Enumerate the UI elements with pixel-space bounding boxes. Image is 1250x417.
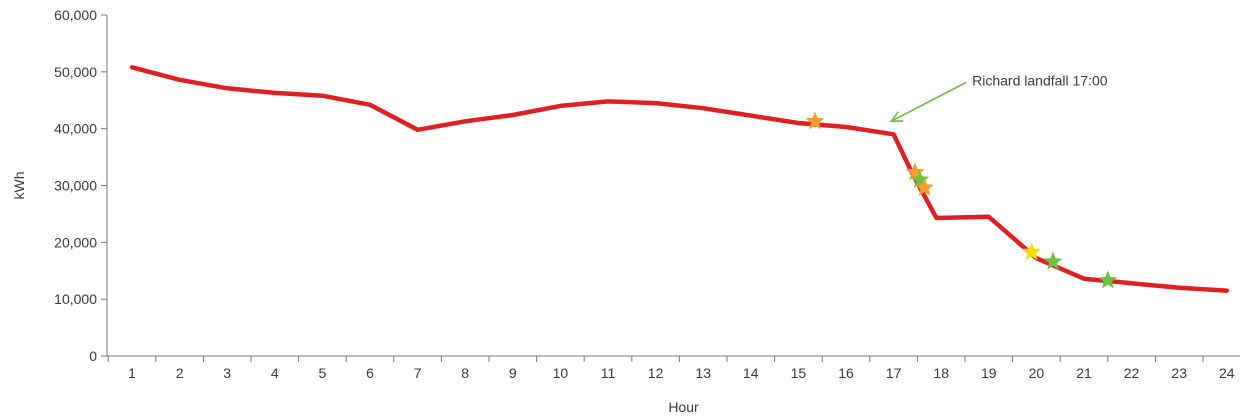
x-tick-label: 10 <box>553 365 569 381</box>
x-tick-label: 2 <box>176 365 184 381</box>
x-axis-ticks: 1 2 3 4 5 6 7 8 9 10 11 12 13 14 15 16 17 18 19 20 21 22 23 24 <box>107 356 1235 381</box>
star-marker <box>1022 242 1042 261</box>
y-axis-title: kWh <box>11 172 27 200</box>
star-marker <box>805 111 825 130</box>
x-tick-label: 13 <box>695 365 711 381</box>
x-axis-title: Hour <box>668 399 699 415</box>
y-tick-label: 0 <box>89 348 97 364</box>
x-tick-label: 1 <box>128 365 136 381</box>
series-line <box>129 65 1230 293</box>
star-marker <box>1043 251 1063 270</box>
x-tick-label: 22 <box>1124 365 1140 381</box>
x-tick-label: 11 <box>601 365 616 381</box>
x-tick-label: 17 <box>886 365 902 381</box>
x-tick-label: 5 <box>319 365 327 381</box>
annotation: Richard landfall 17:00 <box>889 72 1108 123</box>
series-layer <box>129 65 1230 293</box>
annotation-arrow-shaft <box>890 81 967 122</box>
star-marker <box>910 169 930 188</box>
annotation-text: Richard landfall 17:00 <box>972 72 1108 88</box>
axes <box>106 15 1240 357</box>
x-tick-label: 12 <box>648 365 664 381</box>
y-tick-label: 20,000 <box>54 234 97 250</box>
x-tick-label: 21 <box>1076 365 1092 381</box>
x-tick-label: 24 <box>1219 365 1235 381</box>
x-tick-label: 20 <box>1029 365 1045 381</box>
star-marker <box>1098 270 1118 289</box>
x-tick-label: 6 <box>366 365 374 381</box>
x-tick-label: 16 <box>838 365 854 381</box>
x-tick-label: 14 <box>743 365 759 381</box>
star-marker <box>905 162 925 181</box>
annotation-arrow-head <box>889 111 904 123</box>
x-tick-label: 18 <box>933 365 949 381</box>
y-axis-ticks: 0 10,000 20,000 30,000 40,000 50,000 60,000 <box>54 7 107 364</box>
x-tick-label: 8 <box>461 365 469 381</box>
y-tick-label: 10,000 <box>54 291 97 307</box>
y-tick-label: 30,000 <box>54 178 97 194</box>
star-marker <box>915 177 935 196</box>
x-tick-label: 19 <box>981 365 997 381</box>
y-tick-label: 50,000 <box>54 64 97 80</box>
x-tick-label: 4 <box>271 365 279 381</box>
y-tick-label: 60,000 <box>54 7 97 23</box>
x-tick-label: 23 <box>1171 365 1187 381</box>
x-tick-label: 15 <box>791 365 807 381</box>
x-tick-label: 7 <box>414 365 422 381</box>
x-tick-label: 3 <box>223 365 231 381</box>
markers-layer <box>805 111 1118 289</box>
y-tick-label: 40,000 <box>54 121 97 137</box>
x-tick-label: 9 <box>509 365 517 381</box>
